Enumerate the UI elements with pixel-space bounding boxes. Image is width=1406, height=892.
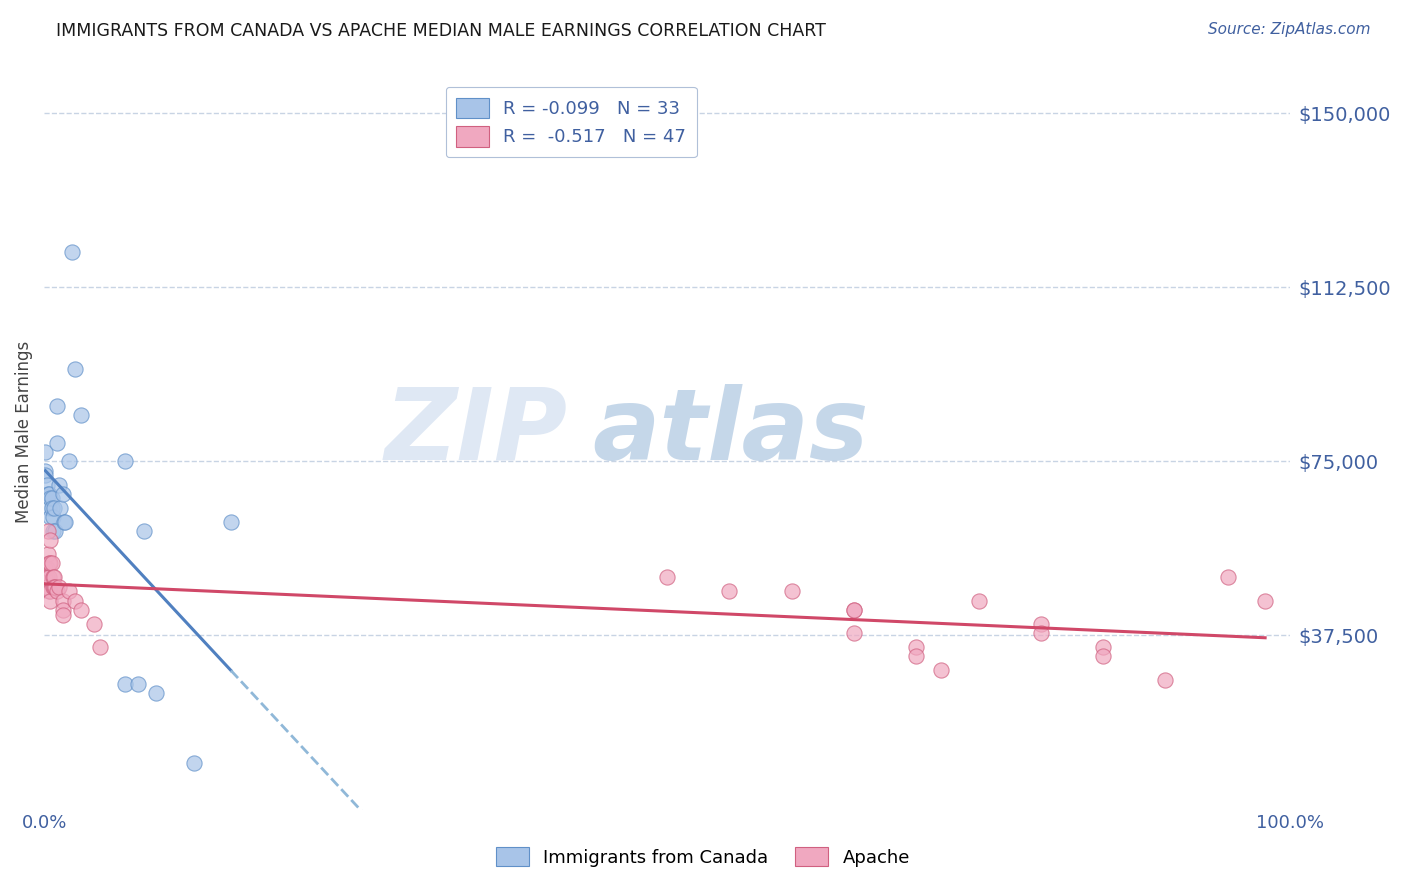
Legend: Immigrants from Canada, Apache: Immigrants from Canada, Apache — [489, 840, 917, 874]
Point — [48, 580, 70, 594]
Point — [905, 640, 928, 654]
Point — [37, 487, 59, 501]
Point — [1029, 626, 1052, 640]
Point — [52, 607, 75, 622]
Point — [35, 570, 58, 584]
Point — [42, 570, 65, 584]
Point — [718, 584, 741, 599]
Point — [183, 756, 205, 771]
Point — [38, 557, 60, 571]
Point — [45, 399, 67, 413]
Point — [35, 561, 58, 575]
Point — [45, 435, 67, 450]
Point — [1254, 593, 1277, 607]
Point — [42, 570, 65, 584]
Point — [42, 524, 65, 538]
Point — [42, 580, 65, 594]
Point — [39, 593, 62, 607]
Point — [38, 487, 60, 501]
Point — [42, 500, 65, 515]
Point — [39, 533, 62, 548]
Point — [34, 464, 56, 478]
Point — [37, 547, 59, 561]
Point — [1092, 640, 1115, 654]
Point — [44, 524, 66, 538]
Point — [49, 500, 72, 515]
Text: IMMIGRANTS FROM CANADA VS APACHE MEDIAN MALE EARNINGS CORRELATION CHART: IMMIGRANTS FROM CANADA VS APACHE MEDIAN … — [56, 22, 827, 40]
Point — [842, 603, 865, 617]
Point — [38, 500, 60, 515]
Point — [34, 445, 56, 459]
Legend: R = -0.099   N = 33, R =  -0.517   N = 47: R = -0.099 N = 33, R = -0.517 N = 47 — [446, 87, 697, 157]
Point — [145, 686, 167, 700]
Point — [39, 491, 62, 506]
Point — [35, 580, 58, 594]
Point — [41, 491, 63, 506]
Point — [38, 584, 60, 599]
Point — [48, 477, 70, 491]
Point — [1154, 673, 1177, 687]
Point — [53, 515, 76, 529]
Point — [1092, 649, 1115, 664]
Point — [44, 580, 66, 594]
Point — [65, 361, 87, 376]
Point — [58, 454, 80, 468]
Text: atlas: atlas — [592, 384, 869, 481]
Point — [52, 487, 75, 501]
Point — [39, 584, 62, 599]
Point — [842, 626, 865, 640]
Point — [38, 570, 60, 584]
Text: Source: ZipAtlas.com: Source: ZipAtlas.com — [1208, 22, 1371, 37]
Point — [70, 408, 93, 422]
Point — [1216, 570, 1239, 584]
Point — [929, 663, 952, 677]
Point — [42, 510, 65, 524]
Text: ZIP: ZIP — [384, 384, 568, 481]
Point — [53, 515, 76, 529]
Point — [45, 584, 67, 599]
Point — [83, 616, 105, 631]
Point — [34, 561, 56, 575]
Point — [780, 584, 803, 599]
Point — [58, 584, 80, 599]
Point — [127, 677, 149, 691]
Point — [219, 515, 242, 529]
Point — [967, 593, 990, 607]
Point — [41, 500, 63, 515]
Point — [132, 524, 155, 538]
Point — [60, 245, 83, 260]
Y-axis label: Median Male Earnings: Median Male Earnings — [15, 342, 32, 524]
Point — [39, 510, 62, 524]
Point — [65, 593, 87, 607]
Point — [842, 603, 865, 617]
Point — [41, 557, 63, 571]
Point — [114, 454, 136, 468]
Point — [114, 677, 136, 691]
Point — [39, 557, 62, 571]
Point — [52, 593, 75, 607]
Point — [70, 603, 93, 617]
Point — [34, 570, 56, 584]
Point — [1029, 616, 1052, 631]
Point — [905, 649, 928, 664]
Point — [42, 580, 65, 594]
Point — [37, 524, 59, 538]
Point — [35, 477, 58, 491]
Point — [655, 570, 678, 584]
Point — [52, 603, 75, 617]
Point — [89, 640, 111, 654]
Point — [34, 468, 56, 483]
